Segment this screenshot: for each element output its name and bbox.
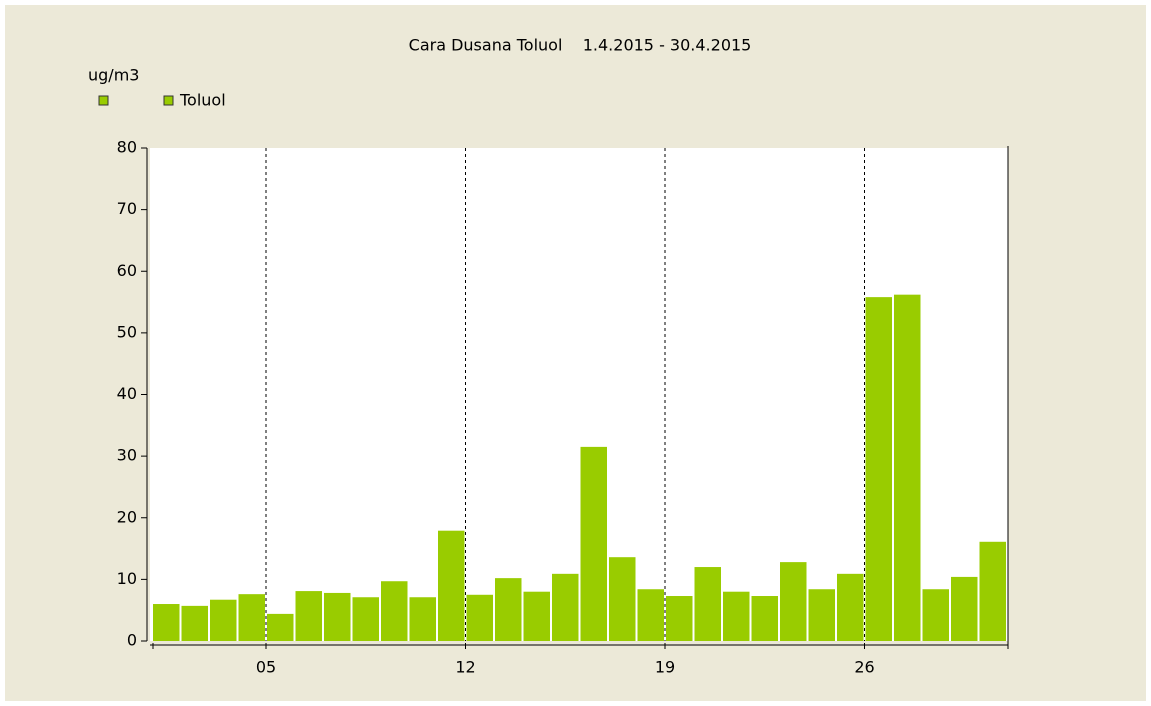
y-tick-label: 10	[117, 569, 137, 588]
bar	[381, 581, 408, 641]
bar	[780, 562, 807, 641]
bar	[409, 597, 436, 641]
legend-label: Toluol	[179, 91, 226, 110]
y-tick-label: 80	[117, 138, 137, 157]
y-tick-label: 20	[117, 507, 137, 526]
bar	[979, 541, 1006, 641]
x-tick-label: 12	[455, 658, 475, 677]
bar	[495, 578, 522, 641]
bar	[751, 596, 778, 641]
bar	[894, 294, 921, 641]
bar	[837, 573, 864, 641]
x-tick-label: 26	[854, 658, 874, 677]
y-tick-label: 30	[117, 446, 137, 465]
bar	[694, 567, 721, 641]
legend-swatch	[163, 95, 174, 106]
x-tick-label: 05	[256, 658, 276, 677]
bar	[466, 594, 493, 641]
bar	[238, 594, 265, 641]
bar	[865, 297, 892, 641]
chart-title: Cara Dusana Toluol 1.4.2015 - 30.4.2015	[409, 36, 752, 55]
bar	[808, 589, 835, 641]
legend-swatch-blank	[98, 95, 109, 106]
bar	[324, 592, 351, 641]
bar	[723, 591, 750, 641]
y-tick-label: 70	[117, 199, 137, 218]
bar	[637, 589, 664, 641]
x-tick-label: 19	[655, 658, 675, 677]
y-tick-label: 0	[127, 631, 137, 650]
y-tick-label: 50	[117, 322, 137, 341]
bar	[922, 589, 949, 641]
bar	[666, 596, 693, 641]
bar	[352, 597, 379, 641]
bar	[295, 591, 322, 641]
bar	[523, 591, 550, 641]
bar	[210, 599, 237, 641]
bar	[438, 530, 465, 641]
bar	[552, 573, 579, 641]
bar	[951, 576, 978, 641]
y-tick-label: 40	[117, 384, 137, 403]
y-axis-label: ug/m3	[88, 66, 139, 85]
bar	[153, 604, 180, 641]
bar	[580, 446, 607, 641]
bar	[609, 557, 636, 641]
y-tick-label: 60	[117, 261, 137, 280]
bar	[181, 605, 208, 641]
bar	[267, 613, 294, 641]
